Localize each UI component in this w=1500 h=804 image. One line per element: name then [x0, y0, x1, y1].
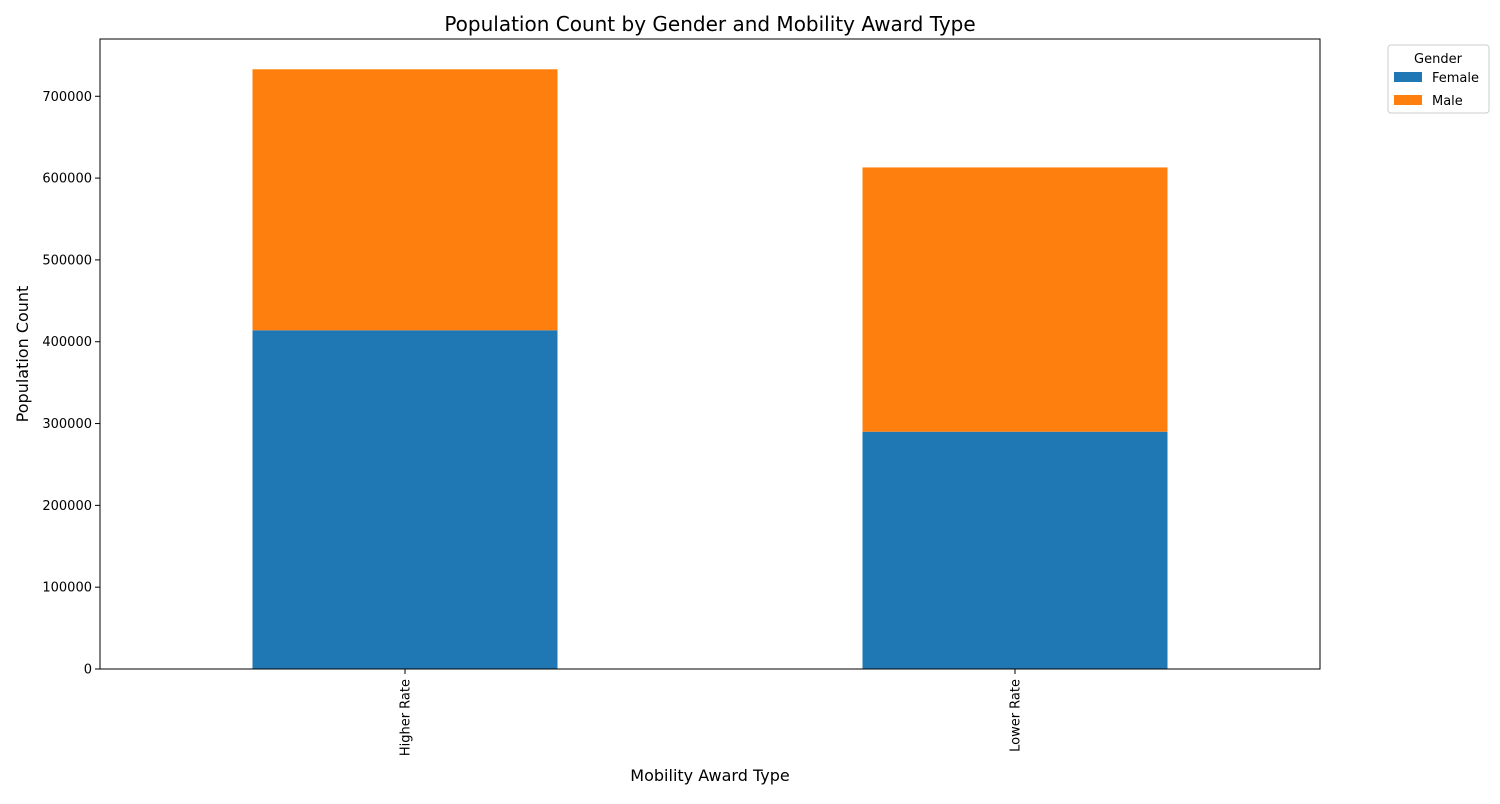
- chart-title: Population Count by Gender and Mobility …: [444, 12, 975, 36]
- y-tick-label: 600000: [42, 172, 92, 187]
- bar-male-lower-rate: [862, 167, 1168, 432]
- legend-swatch-female: [1394, 72, 1422, 82]
- bar-female-lower-rate: [862, 431, 1168, 669]
- y-axis: 0 100000 200000 300000 400000 500000 600000 700…: [42, 90, 100, 678]
- y-tick-label: 300000: [42, 417, 92, 432]
- y-tick-label: 200000: [42, 499, 92, 514]
- x-axis-label: Mobility Award Type: [630, 766, 789, 785]
- plot-frame: [99, 38, 1321, 670]
- legend-title: Gender: [1414, 52, 1463, 67]
- x-axis: Higher Rate Lower Rate: [399, 669, 1024, 756]
- x-tick-label: Lower Rate: [1009, 679, 1024, 752]
- y-axis-label: Population Count: [13, 286, 32, 423]
- y-tick-label: 500000: [42, 253, 92, 268]
- legend-entries: Female Male: [1394, 71, 1479, 109]
- y-tick-label: 0: [84, 663, 92, 678]
- legend-swatch-male: [1394, 95, 1422, 105]
- legend-label-female: Female: [1432, 71, 1479, 86]
- y-tick-label: 400000: [42, 335, 92, 350]
- legend-label-male: Male: [1432, 94, 1463, 109]
- bar-female-higher-rate: [252, 330, 558, 669]
- bar-male-higher-rate: [252, 69, 558, 331]
- y-tick-label: 700000: [42, 90, 92, 105]
- legend: Gender Female Male: [1387, 44, 1490, 114]
- plot-area: [252, 69, 1168, 669]
- x-tick-label: Higher Rate: [399, 679, 414, 756]
- y-tick-label: 100000: [42, 581, 92, 596]
